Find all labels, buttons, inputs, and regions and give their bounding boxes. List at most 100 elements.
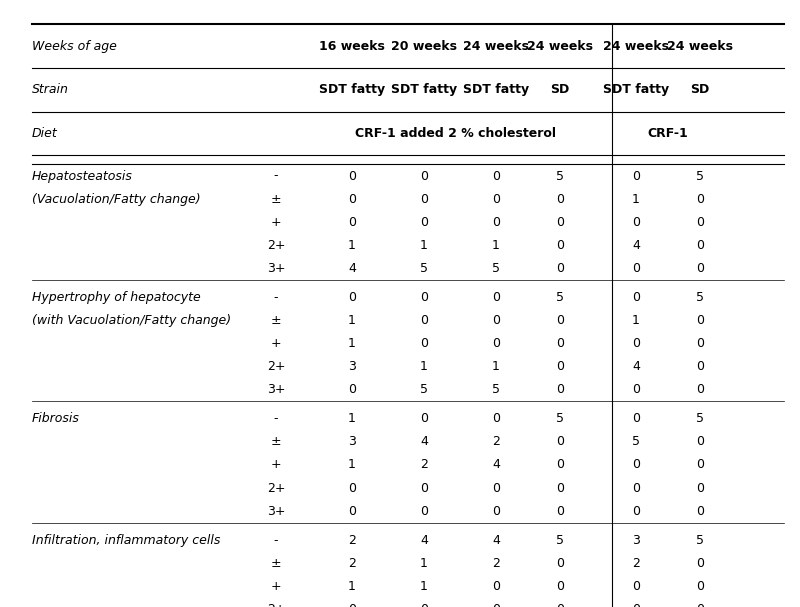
Text: 0: 0	[696, 337, 704, 350]
Text: ±: ±	[270, 192, 282, 206]
Text: 2: 2	[492, 557, 500, 570]
Text: 0: 0	[492, 192, 500, 206]
Text: 0: 0	[348, 291, 356, 304]
Text: 0: 0	[556, 215, 564, 229]
Text: 0: 0	[492, 169, 500, 183]
Text: 5: 5	[696, 412, 704, 426]
Text: SDT fatty: SDT fatty	[391, 83, 457, 97]
Text: ±: ±	[270, 314, 282, 327]
Text: 0: 0	[696, 557, 704, 570]
Text: 3: 3	[632, 534, 640, 547]
Text: 1: 1	[632, 192, 640, 206]
Text: 0: 0	[696, 435, 704, 449]
Text: 16 weeks: 16 weeks	[319, 39, 385, 53]
Text: 2+: 2+	[266, 481, 286, 495]
Text: 0: 0	[632, 412, 640, 426]
Text: 5: 5	[632, 435, 640, 449]
Text: -: -	[274, 412, 278, 426]
Text: 2: 2	[348, 557, 356, 570]
Text: 5: 5	[696, 169, 704, 183]
Text: 4: 4	[348, 262, 356, 275]
Text: 0: 0	[632, 169, 640, 183]
Text: 0: 0	[492, 481, 500, 495]
Text: 0: 0	[632, 262, 640, 275]
Text: 0: 0	[556, 557, 564, 570]
Text: 4: 4	[632, 360, 640, 373]
Text: 0: 0	[492, 337, 500, 350]
Text: 0: 0	[632, 337, 640, 350]
Text: 0: 0	[632, 603, 640, 607]
Text: 4: 4	[420, 435, 428, 449]
Text: Fibrosis: Fibrosis	[32, 412, 80, 426]
Text: 1: 1	[348, 337, 356, 350]
Text: -: -	[274, 169, 278, 183]
Text: 2+: 2+	[266, 239, 286, 252]
Text: 5: 5	[556, 169, 564, 183]
Text: -: -	[274, 291, 278, 304]
Text: 0: 0	[420, 215, 428, 229]
Text: 3: 3	[348, 435, 356, 449]
Text: SD: SD	[550, 83, 570, 97]
Text: 0: 0	[556, 360, 564, 373]
Text: ±: ±	[270, 435, 282, 449]
Text: 5: 5	[556, 412, 564, 426]
Text: ±: ±	[270, 557, 282, 570]
Text: 0: 0	[420, 603, 428, 607]
Text: SDT fatty: SDT fatty	[463, 83, 529, 97]
Text: 5: 5	[420, 262, 428, 275]
Text: 0: 0	[696, 504, 704, 518]
Text: 1: 1	[420, 239, 428, 252]
Text: CRF-1 added 2 % cholesterol: CRF-1 added 2 % cholesterol	[355, 127, 557, 140]
Text: 0: 0	[492, 603, 500, 607]
Text: 0: 0	[556, 458, 564, 472]
Text: 5: 5	[556, 534, 564, 547]
Text: 5: 5	[696, 291, 704, 304]
Text: 0: 0	[420, 291, 428, 304]
Text: Weeks of age: Weeks of age	[32, 39, 117, 53]
Text: 0: 0	[556, 435, 564, 449]
Text: 3: 3	[348, 360, 356, 373]
Text: 0: 0	[420, 337, 428, 350]
Text: 2: 2	[492, 435, 500, 449]
Text: 0: 0	[420, 314, 428, 327]
Text: 2: 2	[420, 458, 428, 472]
Text: 20 weeks: 20 weeks	[391, 39, 457, 53]
Text: SDT fatty: SDT fatty	[603, 83, 669, 97]
Text: 0: 0	[556, 337, 564, 350]
Text: 1: 1	[348, 412, 356, 426]
Text: 0: 0	[492, 412, 500, 426]
Text: 24 weeks: 24 weeks	[527, 39, 593, 53]
Text: 1: 1	[348, 239, 356, 252]
Text: 2: 2	[348, 534, 356, 547]
Text: 0: 0	[632, 458, 640, 472]
Text: 0: 0	[696, 481, 704, 495]
Text: +: +	[270, 458, 282, 472]
Text: 24 weeks: 24 weeks	[667, 39, 733, 53]
Text: 5: 5	[492, 262, 500, 275]
Text: 0: 0	[556, 603, 564, 607]
Text: +: +	[270, 337, 282, 350]
Text: 1: 1	[348, 580, 356, 593]
Text: 0: 0	[492, 580, 500, 593]
Text: 3+: 3+	[266, 383, 286, 396]
Text: 0: 0	[420, 504, 428, 518]
Text: 5: 5	[492, 383, 500, 396]
Text: 0: 0	[348, 192, 356, 206]
Text: 2+: 2+	[266, 360, 286, 373]
Text: 0: 0	[420, 412, 428, 426]
Text: 0: 0	[556, 239, 564, 252]
Text: 1: 1	[492, 360, 500, 373]
Text: 1: 1	[420, 580, 428, 593]
Text: CRF-1: CRF-1	[648, 127, 688, 140]
Text: Strain: Strain	[32, 83, 69, 97]
Text: 5: 5	[696, 534, 704, 547]
Text: 0: 0	[696, 262, 704, 275]
Text: 4: 4	[492, 534, 500, 547]
Text: 0: 0	[492, 504, 500, 518]
Text: 0: 0	[632, 291, 640, 304]
Text: 0: 0	[492, 291, 500, 304]
Text: 0: 0	[632, 383, 640, 396]
Text: 0: 0	[556, 192, 564, 206]
Text: 0: 0	[696, 314, 704, 327]
Text: 3+: 3+	[266, 262, 286, 275]
